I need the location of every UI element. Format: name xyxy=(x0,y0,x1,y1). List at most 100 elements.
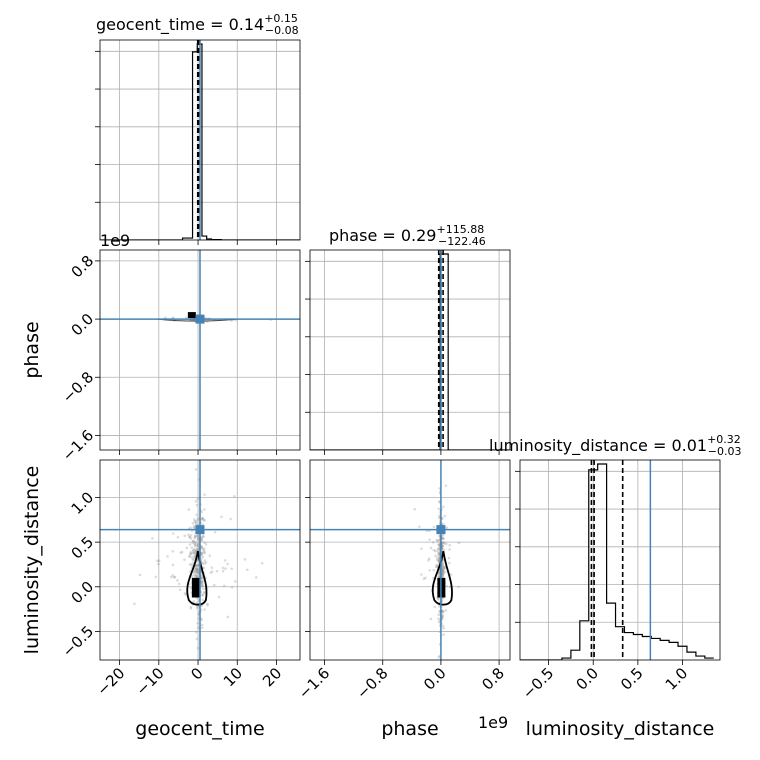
sample-point xyxy=(201,555,205,559)
sample-point xyxy=(427,557,431,560)
sample-point xyxy=(203,550,206,554)
sample-point xyxy=(210,566,214,569)
sample-point xyxy=(189,526,192,530)
x-tick-label: −0.8 xyxy=(353,664,391,702)
sample-point xyxy=(442,566,446,569)
title-value: phase = 0.29 xyxy=(329,226,436,245)
sample-point xyxy=(197,533,200,537)
sample-point xyxy=(194,520,197,524)
histogram-phase xyxy=(310,253,510,450)
sample-point xyxy=(422,577,426,581)
axes-frame xyxy=(309,249,511,451)
sample-point xyxy=(432,525,436,529)
sample-point xyxy=(201,517,204,521)
sample-point xyxy=(196,534,199,538)
sample-point xyxy=(193,569,196,572)
sample-point xyxy=(441,571,444,574)
sample-point xyxy=(435,565,439,569)
y-tick-label: −1.6 xyxy=(59,426,97,464)
sample-point xyxy=(429,546,433,550)
sample-point xyxy=(448,543,451,547)
ylabel-luminosity-distance: luminosity_distance xyxy=(21,466,43,655)
sample-point xyxy=(171,532,175,535)
sample-point xyxy=(195,544,199,548)
sample-point xyxy=(200,580,204,584)
sample-point xyxy=(441,533,445,537)
sample-point xyxy=(204,561,208,564)
sample-point xyxy=(436,539,439,542)
sample-point xyxy=(192,599,196,603)
sample-point xyxy=(200,538,203,542)
sample-point xyxy=(443,570,447,574)
sample-point xyxy=(437,547,441,551)
sample-point xyxy=(457,585,460,589)
sample-point xyxy=(436,549,439,553)
sample-point xyxy=(157,559,161,563)
sample-point xyxy=(206,603,209,607)
sample-point xyxy=(217,595,221,599)
sample-point xyxy=(192,573,196,576)
x-tick-label: 20 xyxy=(259,664,285,690)
sample-point xyxy=(224,567,227,570)
sample-point xyxy=(203,518,207,522)
y-tick-label: −0.8 xyxy=(59,368,97,406)
x-tick-label: −20 xyxy=(93,664,128,699)
density-core xyxy=(191,577,200,598)
sample-point xyxy=(195,542,198,546)
sample-point xyxy=(201,562,205,565)
sample-point xyxy=(189,605,193,609)
sample-point xyxy=(441,609,445,613)
sample-point xyxy=(438,553,441,557)
sample-point xyxy=(200,582,203,586)
sample-point xyxy=(195,547,199,551)
sample-point xyxy=(179,551,183,554)
sample-point xyxy=(437,560,441,564)
sample-point xyxy=(195,519,198,522)
sample-point xyxy=(154,575,158,579)
sample-point xyxy=(209,571,213,575)
y-tick-label: 0.0 xyxy=(68,310,98,340)
sample-point xyxy=(441,573,445,577)
sample-point xyxy=(435,539,439,542)
sample-point xyxy=(442,566,445,569)
sample-point xyxy=(246,568,249,572)
sample-point xyxy=(445,584,448,588)
sample-point xyxy=(441,571,445,575)
sample-point xyxy=(203,608,206,611)
sample-point xyxy=(443,542,446,545)
sample-point xyxy=(195,601,199,605)
sample-point xyxy=(437,507,441,511)
offset-text-phase-x: 1e9 xyxy=(478,713,508,732)
sample-point xyxy=(200,539,204,543)
sample-point xyxy=(164,316,167,319)
sample-point xyxy=(445,542,448,546)
sample-point xyxy=(443,567,447,570)
sample-point xyxy=(441,613,444,617)
sample-point xyxy=(183,592,187,595)
sample-point xyxy=(437,598,440,601)
histogram-luminosity_distance xyxy=(520,463,714,660)
sample-point xyxy=(171,563,175,567)
sample-point xyxy=(445,526,449,529)
x-tick-label: −1.6 xyxy=(295,664,333,702)
sample-point xyxy=(206,602,209,606)
density-contour xyxy=(431,550,453,606)
sample-point xyxy=(200,547,204,550)
sample-point xyxy=(196,570,199,573)
axes-frame xyxy=(99,249,301,451)
sample-point xyxy=(191,522,195,525)
sample-point xyxy=(201,584,204,587)
sample-point xyxy=(441,571,445,575)
sample-point xyxy=(202,587,205,591)
sample-point xyxy=(196,564,199,567)
sample-point xyxy=(176,579,179,582)
sample-point xyxy=(194,564,198,567)
offset-text-phase-y: 1e9 xyxy=(100,231,130,250)
sample-point xyxy=(193,547,196,551)
sample-point xyxy=(195,568,199,571)
ylabel-phase: phase xyxy=(21,321,43,378)
sample-point xyxy=(438,514,441,518)
sample-point xyxy=(230,586,234,589)
sample-point xyxy=(194,521,198,525)
sample-point xyxy=(151,537,154,540)
